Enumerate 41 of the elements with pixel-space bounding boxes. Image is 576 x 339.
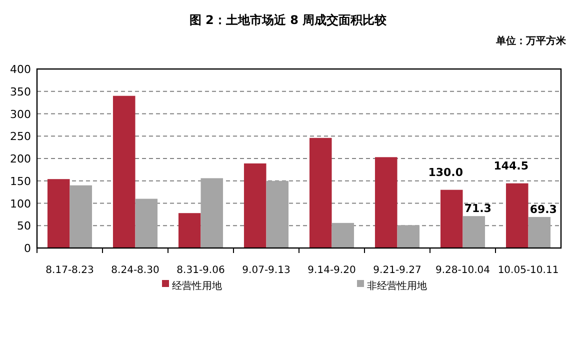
bar: [462, 216, 486, 248]
y-tick-label: 50: [17, 220, 31, 233]
bar: [266, 180, 289, 248]
data-label: 130.0: [428, 166, 464, 179]
bar: [374, 157, 398, 248]
bar: [244, 163, 266, 248]
bar: [506, 183, 528, 248]
data-label: 69.3: [530, 202, 557, 216]
y-tick-label: 400: [10, 63, 31, 76]
x-tick-label: 9.28-10.04: [435, 265, 490, 276]
x-tick-label: 10.05-10.11: [498, 265, 559, 276]
y-tick-label: 150: [10, 174, 31, 188]
x-tick-label: 9.21-9.27: [373, 265, 422, 276]
bar: [397, 225, 420, 248]
x-tick-label: 8.31-9.06: [176, 265, 225, 276]
bar: [440, 190, 463, 248]
y-tick-label: 0: [24, 242, 31, 255]
bar: [528, 216, 551, 248]
bar: [309, 138, 332, 248]
y-tick-label: 250: [10, 130, 31, 144]
chart-subtitle: 单位：万平方米: [495, 35, 567, 47]
x-tick-label: 9.07-9.13: [242, 265, 290, 276]
legend-label: 非经营性用地: [367, 280, 427, 292]
bar: [112, 96, 136, 248]
bar: [178, 213, 201, 248]
x-tick-label: 8.24-8.30: [111, 265, 160, 276]
y-tick-label: 350: [10, 85, 31, 98]
data-label: 144.5: [494, 159, 529, 172]
bar: [135, 198, 158, 248]
bar: [332, 222, 354, 248]
bar: [47, 179, 70, 248]
legend-label: 经营性用地: [172, 280, 222, 292]
x-tick-label: 9.14-9.20: [308, 265, 356, 276]
y-tick-label: 300: [10, 108, 31, 121]
bar: [70, 185, 92, 248]
chart-title: 图 2：土地市场近 8 周成交面积比较: [189, 13, 388, 27]
bar: [200, 178, 224, 248]
y-tick-label: 100: [10, 197, 31, 210]
y-tick-label: 200: [10, 152, 31, 166]
data-label: 71.3: [464, 202, 492, 216]
x-tick-label: 8.17-8.23: [46, 265, 94, 276]
